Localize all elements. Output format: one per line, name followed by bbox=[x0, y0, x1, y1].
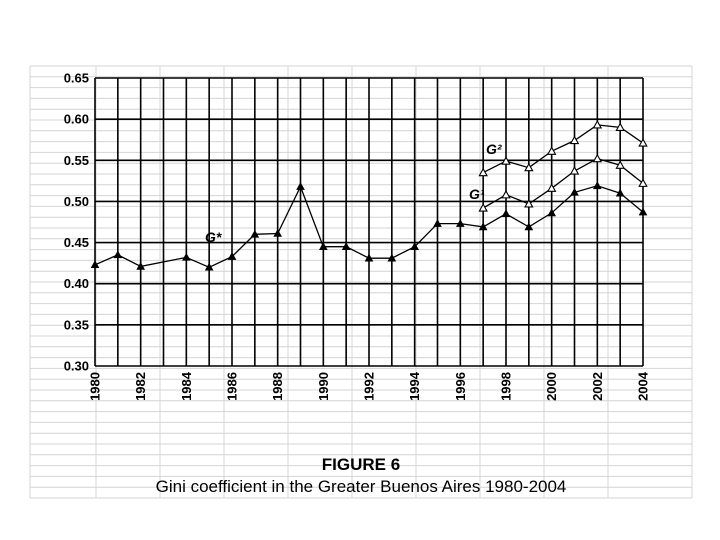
data-point bbox=[478, 222, 488, 231]
series-annotation: G² bbox=[486, 141, 502, 157]
data-point bbox=[615, 160, 625, 169]
series-line bbox=[482, 157, 644, 209]
data-point bbox=[501, 189, 511, 199]
x-tick-label: 1988 bbox=[270, 372, 285, 401]
data-point bbox=[638, 207, 648, 216]
x-tick-label: 2002 bbox=[590, 372, 605, 401]
data-point bbox=[592, 119, 603, 129]
x-tick-label: 1982 bbox=[133, 372, 148, 401]
x-tick-label: 1998 bbox=[499, 372, 514, 401]
figure-title: Gini coefficient in the Greater Buenos A… bbox=[155, 477, 567, 496]
data-point bbox=[501, 156, 511, 165]
data-point bbox=[570, 187, 579, 196]
series-annotation: G¹ bbox=[469, 186, 485, 202]
x-tick-label: 1986 bbox=[225, 372, 240, 401]
series-annotation: G* bbox=[205, 229, 222, 245]
x-tick-label: 2000 bbox=[544, 372, 559, 401]
data-point bbox=[615, 122, 625, 131]
data-point bbox=[410, 242, 420, 250]
x-tick-label: 1994 bbox=[407, 371, 422, 401]
y-tick-label: 0.40 bbox=[64, 276, 89, 291]
data-point bbox=[433, 219, 442, 227]
y-tick-label: 0.35 bbox=[64, 317, 89, 332]
data-point bbox=[90, 260, 100, 269]
data-point bbox=[524, 222, 534, 231]
data-point bbox=[569, 166, 580, 175]
spreadsheet-background-grid bbox=[29, 65, 693, 499]
data-point bbox=[478, 167, 488, 177]
data-point bbox=[569, 135, 580, 145]
data-point bbox=[250, 229, 260, 238]
data-point bbox=[296, 182, 305, 190]
data-point bbox=[524, 162, 534, 172]
data-point bbox=[387, 253, 397, 262]
y-tick-label: 0.50 bbox=[64, 194, 89, 209]
data-point bbox=[204, 262, 214, 271]
data-point bbox=[341, 242, 351, 250]
x-tick-label: 1996 bbox=[453, 372, 468, 401]
data-point bbox=[547, 208, 557, 217]
x-tick-label: 1990 bbox=[316, 372, 331, 401]
data-point bbox=[113, 250, 123, 259]
x-tick-label: 1980 bbox=[88, 372, 103, 401]
x-tick-label: 1984 bbox=[179, 371, 194, 401]
data-point bbox=[592, 181, 602, 190]
data-point bbox=[546, 183, 557, 192]
data-point bbox=[546, 146, 557, 155]
y-tick-label: 0.55 bbox=[64, 153, 89, 168]
y-tick-label: 0.60 bbox=[64, 112, 89, 127]
figure-label: FIGURE 6 bbox=[321, 455, 401, 474]
data-point bbox=[136, 261, 146, 270]
data-point bbox=[364, 253, 374, 262]
data-point bbox=[592, 153, 603, 163]
y-tick-label: 0.30 bbox=[64, 359, 89, 374]
y-tick-label: 0.45 bbox=[64, 235, 89, 250]
data-point bbox=[638, 138, 648, 147]
data-point bbox=[478, 203, 488, 212]
data-point bbox=[227, 252, 237, 260]
data-point bbox=[273, 228, 283, 237]
chart-plot-area: 0.30 0.35 0.40 0.45 0.50 0.55 0.60 0.65 1980 1982… bbox=[64, 71, 651, 401]
data-point bbox=[638, 178, 648, 187]
data-point bbox=[615, 188, 625, 197]
data-point bbox=[501, 209, 511, 218]
series-line bbox=[94, 184, 644, 269]
y-tick-label: 0.65 bbox=[64, 71, 89, 86]
data-point bbox=[524, 198, 534, 208]
data-point bbox=[455, 219, 465, 227]
series-line bbox=[482, 124, 644, 174]
x-tick-label: 2004 bbox=[636, 371, 651, 401]
data-point bbox=[318, 242, 328, 250]
data-point bbox=[181, 252, 191, 261]
x-tick-label: 1992 bbox=[362, 372, 377, 401]
